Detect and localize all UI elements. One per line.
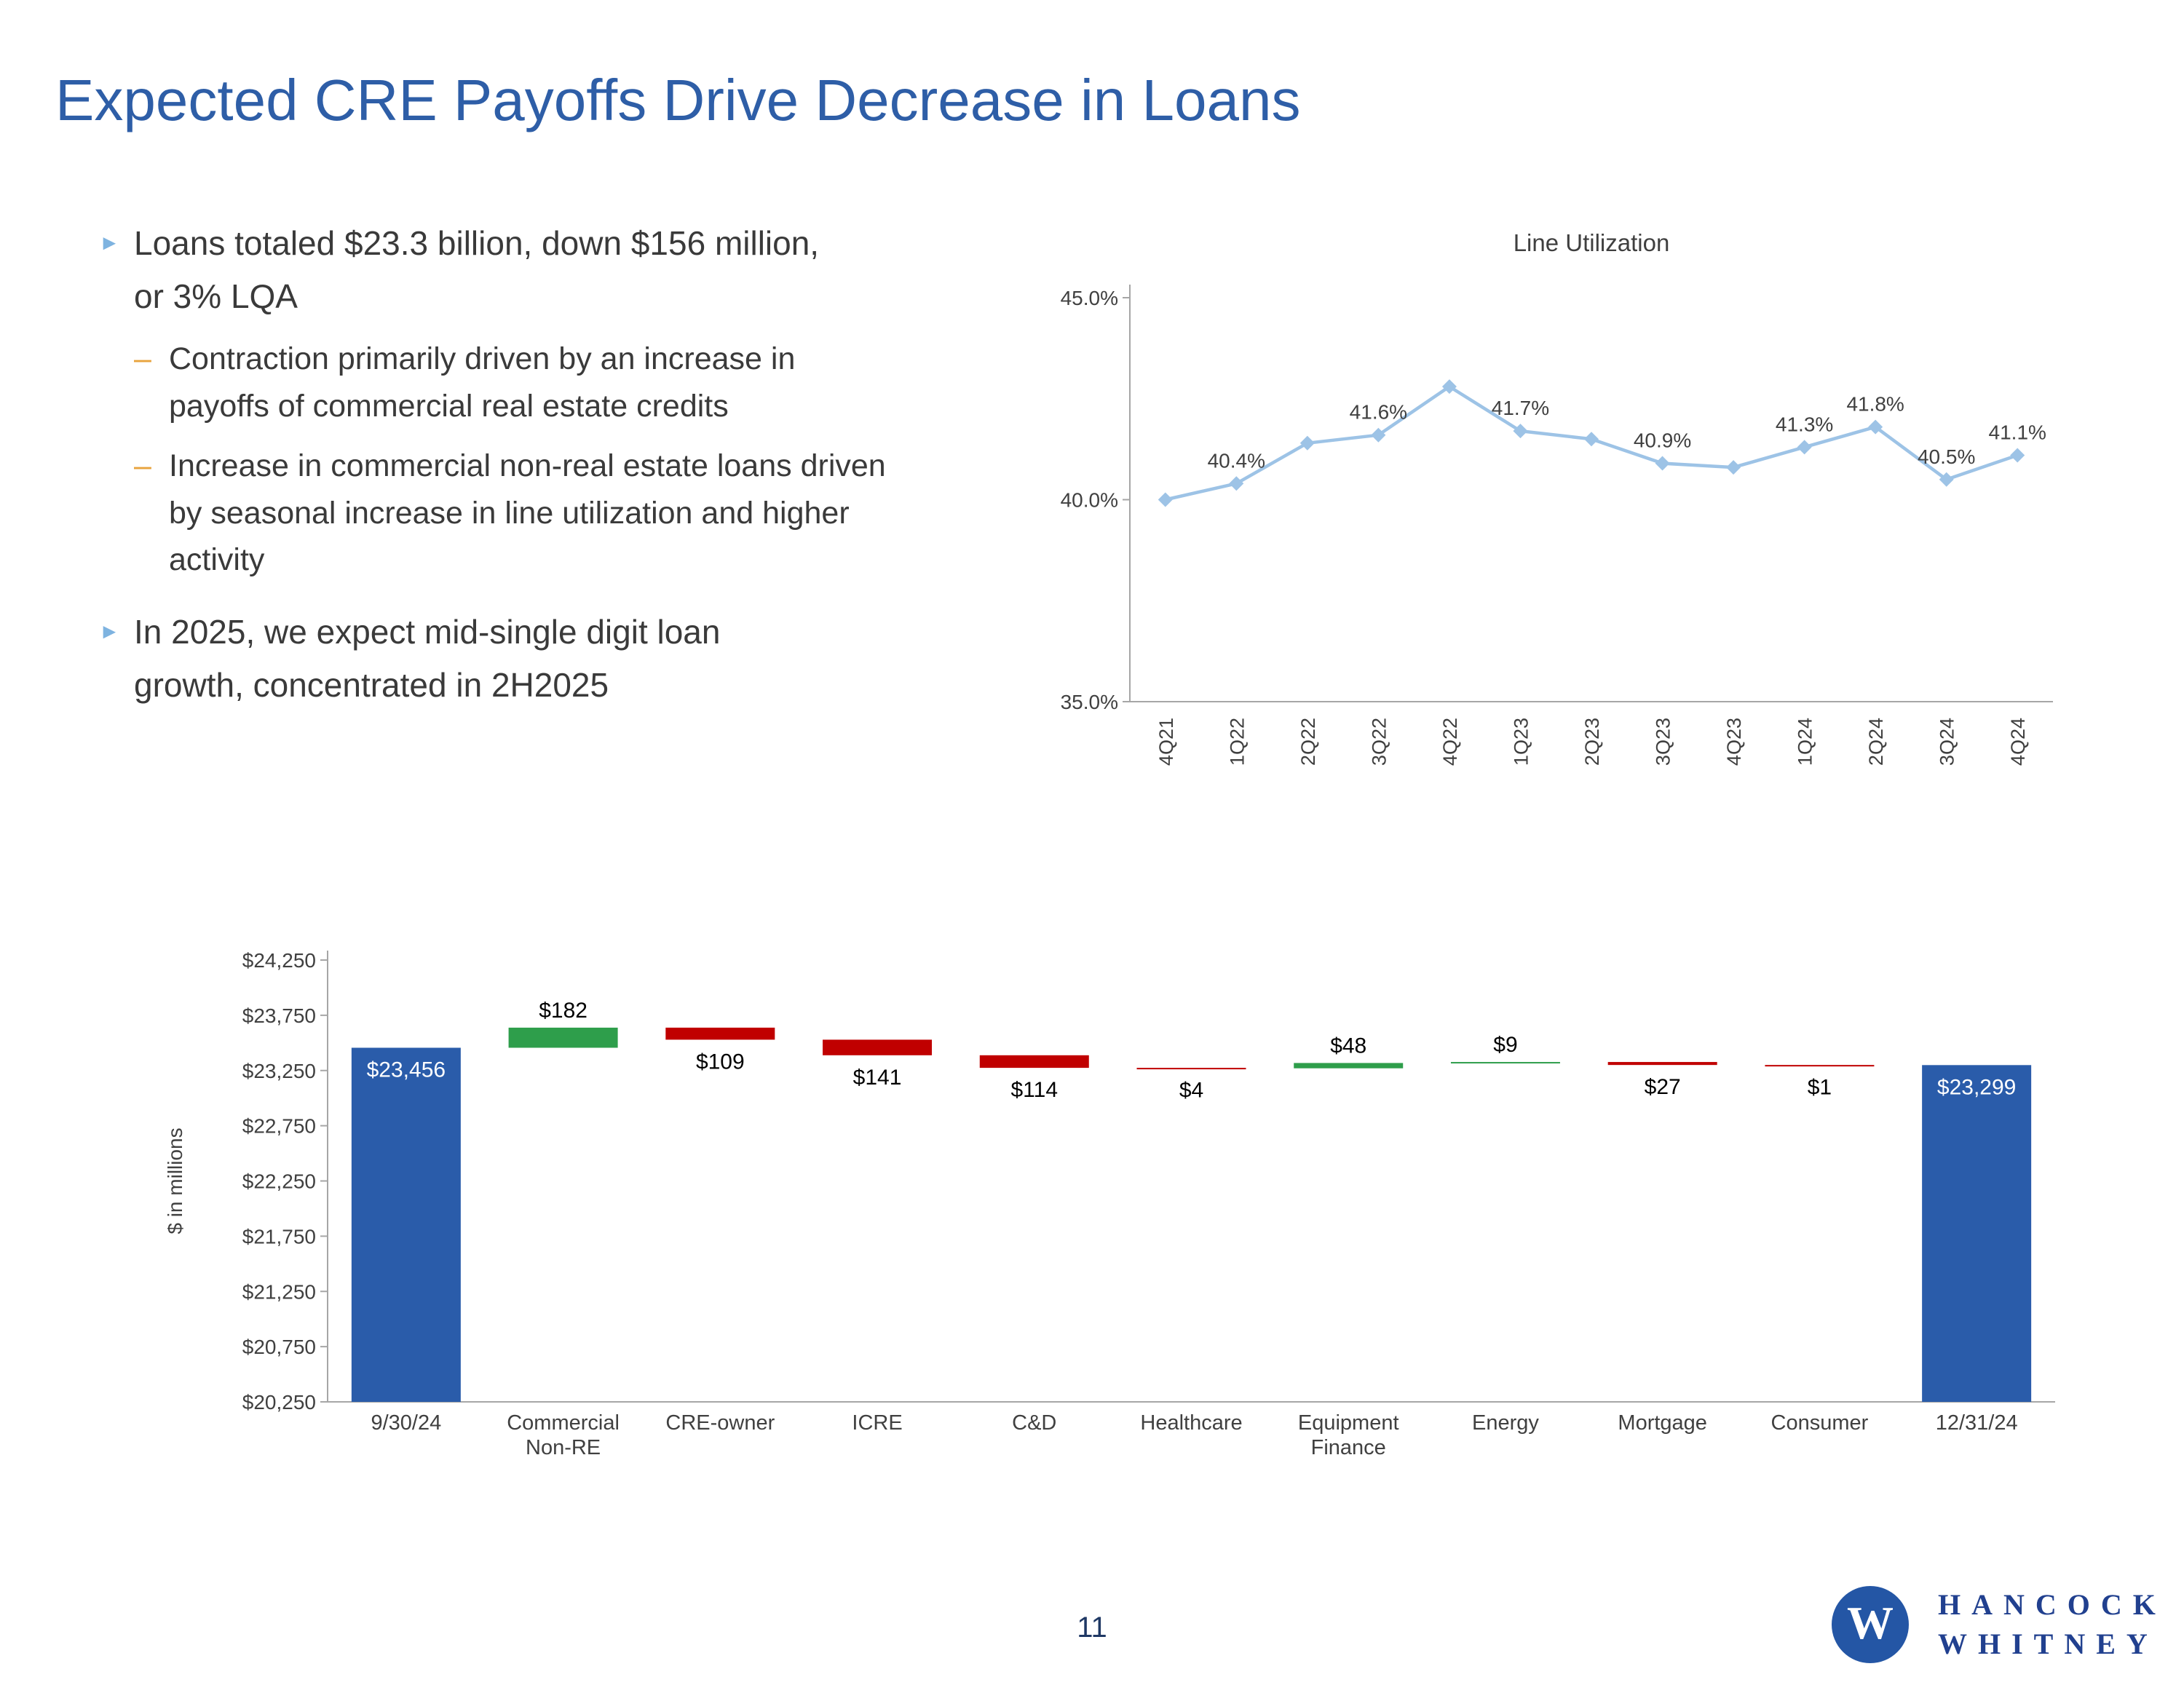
chart-title: Line Utilization (1513, 229, 1670, 256)
logo-line2: WHITNEY (1938, 1627, 2159, 1660)
bullet-item-2025-outlook: ► In 2025, we expect mid-single digit lo… (99, 606, 1031, 711)
sub-bullet-increase: – Increase in commercial non-real estate… (134, 443, 1031, 584)
svg-text:1Q23: 1Q23 (1510, 718, 1532, 766)
svg-text:Non-RE: Non-RE (526, 1436, 601, 1459)
page-number: 11 (1077, 1611, 1107, 1644)
svg-text:3Q22: 3Q22 (1368, 718, 1390, 766)
svg-text:$21,250: $21,250 (242, 1280, 316, 1303)
dash-icon: – (134, 341, 151, 377)
svg-text:41.3%: 41.3% (1776, 413, 1833, 435)
svg-text:35.0%: 35.0% (1061, 691, 1118, 713)
svg-text:1Q24: 1Q24 (1795, 718, 1816, 766)
svg-text:40.9%: 40.9% (1634, 429, 1691, 452)
svg-text:$22,250: $22,250 (242, 1170, 316, 1193)
svg-text:4Q21: 4Q21 (1155, 718, 1177, 766)
svg-text:$23,750: $23,750 (242, 1004, 316, 1027)
svg-text:$114: $114 (1011, 1078, 1059, 1102)
svg-text:$23,299: $23,299 (1937, 1075, 2016, 1099)
loan-waterfall-plot: $24,250 $23,750 $23,250 $22,750 $22,250 $21,7… (164, 949, 2055, 1459)
svg-text:41.8%: 41.8% (1846, 393, 1904, 416)
svg-text:$27: $27 (1645, 1075, 1681, 1099)
logo-line1: HANCOCK (1938, 1588, 2167, 1621)
svg-text:Commercial: Commercial (507, 1411, 620, 1435)
svg-text:41.6%: 41.6% (1350, 401, 1407, 424)
svg-text:$ in millions: $ in millions (167, 1127, 186, 1234)
svg-text:4Q22: 4Q22 (1439, 718, 1461, 766)
bullet-text: In 2025, we expect mid-single digit loan… (134, 612, 721, 704)
svg-text:Consumer: Consumer (1771, 1411, 1869, 1435)
page-title: Expected CRE Payoffs Drive Decrease in L… (55, 68, 1301, 132)
hancock-whitney-logo: W HANCOCK WHITNEY (1832, 1585, 2167, 1664)
svg-text:Equipment: Equipment (1298, 1411, 1399, 1435)
line-utilization-chart: Line Utilization 45.0% 40.0% 35.0% 4Q21 40.4… (1019, 215, 2068, 797)
loan-waterfall-chart: $24,250 $23,750 $23,250 $22,750 $22,250 $21,7… (164, 939, 2089, 1499)
sub-bullet-text: Contraction primarily driven by an incre… (169, 341, 796, 424)
bullet-text: Loans totaled $23.3 billion, down $156 m… (134, 224, 820, 315)
svg-text:45.0%: 45.0% (1061, 287, 1118, 309)
svg-text:40.0%: 40.0% (1061, 489, 1118, 512)
svg-text:3Q23: 3Q23 (1653, 718, 1674, 766)
svg-text:$182: $182 (539, 999, 587, 1023)
svg-text:$109: $109 (696, 1050, 745, 1074)
svg-text:12/31/24: 12/31/24 (1936, 1411, 2018, 1435)
svg-text:$21,750: $21,750 (242, 1225, 316, 1248)
svg-text:40.4%: 40.4% (1208, 449, 1265, 472)
svg-text:$20,750: $20,750 (242, 1336, 316, 1358)
svg-text:$23,250: $23,250 (242, 1060, 316, 1082)
logo-monogram: W (1847, 1597, 1894, 1649)
svg-text:$141: $141 (853, 1066, 902, 1090)
svg-text:ICRE: ICRE (852, 1411, 902, 1435)
svg-text:Energy: Energy (1472, 1411, 1539, 1435)
line-utilization-plot: 45.0% 40.0% 35.0% 4Q21 40.4% 1Q22 2Q22 41.6% 3Q2… (1061, 285, 2053, 766)
svg-text:$22,750: $22,750 (242, 1115, 316, 1138)
svg-text:$48: $48 (1330, 1034, 1366, 1058)
svg-text:41.1%: 41.1% (1989, 421, 2046, 443)
svg-text:4Q24: 4Q24 (2007, 718, 2029, 766)
svg-text:CRE-owner: CRE-owner (665, 1411, 775, 1435)
logo-wordmark: HANCOCK WHITNEY (1938, 1585, 2167, 1664)
svg-text:$9: $9 (1493, 1033, 1517, 1057)
svg-text:C&D: C&D (1012, 1411, 1056, 1435)
bullet-arrow-icon: ► (99, 619, 120, 643)
svg-text:2Q22: 2Q22 (1297, 718, 1319, 766)
bullet-item-loans-total: ► Loans totaled $23.3 billion, down $156… (99, 217, 1031, 322)
bullet-arrow-icon: ► (99, 231, 120, 255)
svg-text:Finance: Finance (1311, 1436, 1386, 1459)
svg-text:Mortgage: Mortgage (1618, 1411, 1707, 1435)
svg-text:2Q23: 2Q23 (1581, 718, 1603, 766)
dash-icon: – (134, 448, 151, 484)
svg-text:3Q24: 3Q24 (1936, 718, 1958, 766)
svg-text:$23,456: $23,456 (367, 1058, 446, 1082)
svg-text:$4: $4 (1179, 1079, 1203, 1103)
svg-text:2Q24: 2Q24 (1865, 718, 1887, 766)
svg-text:Healthcare: Healthcare (1140, 1411, 1242, 1435)
svg-text:9/30/24: 9/30/24 (371, 1411, 441, 1435)
svg-text:4Q23: 4Q23 (1723, 718, 1745, 766)
svg-text:$1: $1 (1808, 1075, 1832, 1099)
logo-w-icon: W (1832, 1586, 1909, 1663)
sub-bullet-text: Increase in commercial non-real estate l… (169, 448, 886, 578)
svg-text:$20,250: $20,250 (242, 1391, 316, 1414)
svg-text:41.7%: 41.7% (1492, 397, 1549, 419)
bullet-list: ► Loans totaled $23.3 billion, down $156… (99, 217, 1031, 711)
svg-text:1Q22: 1Q22 (1226, 718, 1248, 766)
svg-text:$24,250: $24,250 (242, 949, 316, 972)
sub-bullet-contraction: – Contraction primarily driven by an inc… (134, 336, 1031, 429)
svg-text:40.5%: 40.5% (1918, 445, 1975, 468)
